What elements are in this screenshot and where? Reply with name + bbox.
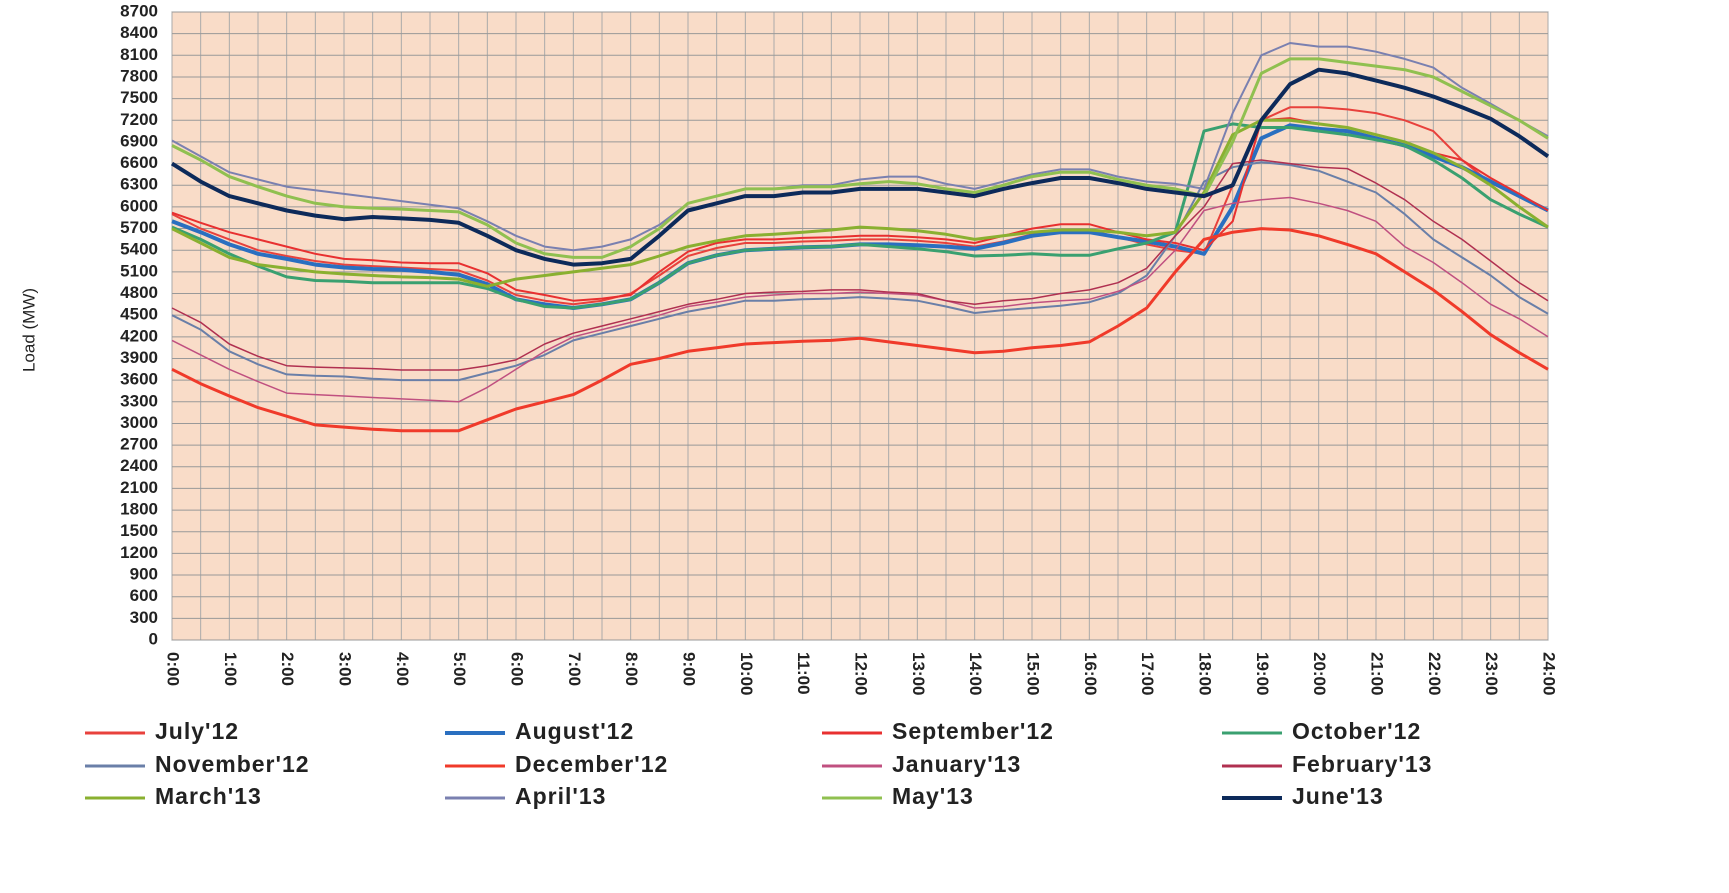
series-line	[171, 122, 1549, 310]
x-tick-label: 1:00	[221, 652, 240, 686]
series-line	[171, 42, 1549, 252]
series-line	[171, 106, 1549, 306]
legend-label: December'12	[515, 751, 668, 777]
x-tick-label: 9:00	[680, 652, 699, 686]
x-tick-label: 0:00	[164, 652, 183, 686]
x-tick-label: 3:00	[336, 652, 355, 686]
legend-label: January'13	[892, 751, 1021, 777]
x-tick-label: 15:00	[1024, 652, 1043, 695]
y-tick-label: 4200	[120, 326, 158, 345]
y-tick-label: 900	[130, 565, 158, 584]
x-tick-label: 18:00	[1196, 652, 1215, 695]
x-tick-label: 12:00	[852, 652, 871, 695]
y-tick-label: 5700	[120, 218, 158, 237]
x-tick-label: 7:00	[565, 652, 584, 686]
y-tick-label: 2100	[120, 478, 158, 497]
legend-label: October'12	[1292, 718, 1421, 744]
x-tick-label: 23:00	[1482, 652, 1501, 695]
y-tick-label: 6600	[120, 153, 158, 172]
legend-label: March'13	[155, 783, 262, 809]
series-line	[171, 196, 1549, 403]
x-tick-label: 22:00	[1425, 652, 1444, 695]
x-tick-label: 16:00	[1081, 652, 1100, 695]
y-tick-label: 6300	[120, 175, 158, 194]
y-tick-label: 300	[130, 608, 158, 627]
y-tick-label: 1500	[120, 521, 158, 540]
y-tick-label: 3600	[120, 370, 158, 389]
y-tick-label: 3300	[120, 391, 158, 410]
y-tick-label: 3000	[120, 413, 158, 432]
y-tick-label: 8100	[120, 45, 158, 64]
y-axis-title: Load (MW)	[19, 288, 38, 372]
x-tick-label: 13:00	[909, 652, 928, 695]
legend-label: May'13	[892, 783, 974, 809]
y-tick-label: 2700	[120, 435, 158, 454]
legend-label: June'13	[1292, 783, 1384, 809]
y-tick-label: 2400	[120, 456, 158, 475]
x-tick-label: 14:00	[966, 652, 985, 695]
y-tick-label: 0	[149, 629, 158, 648]
legend-label: August'12	[515, 718, 634, 744]
x-tick-label: 8:00	[622, 652, 641, 686]
x-tick-label: 4:00	[393, 652, 412, 686]
y-tick-label: 600	[130, 586, 158, 605]
y-tick-label: 7500	[120, 88, 158, 107]
x-tick-label: 19:00	[1253, 652, 1272, 695]
x-tick-label: 17:00	[1138, 652, 1157, 695]
y-tick-label: 6000	[120, 196, 158, 215]
x-tick-label: 6:00	[508, 652, 527, 686]
legend-label: September'12	[892, 718, 1054, 744]
legend-label: July'12	[155, 718, 239, 744]
y-tick-label: 8400	[120, 23, 158, 42]
y-tick-label: 4500	[120, 305, 158, 324]
y-tick-label: 5400	[120, 240, 158, 259]
x-tick-label: 20:00	[1310, 652, 1329, 695]
x-tick-label: 10:00	[737, 652, 756, 695]
y-tick-label: 1800	[120, 500, 158, 519]
y-tick-label: 8700	[120, 1, 158, 20]
y-tick-label: 3900	[120, 348, 158, 367]
legend-label: April'13	[515, 783, 606, 809]
series-line	[171, 227, 1549, 433]
y-tick-label: 7200	[120, 110, 158, 129]
y-tick-label: 1200	[120, 543, 158, 562]
series-line	[171, 57, 1549, 259]
y-tick-label: 7800	[120, 66, 158, 85]
y-tick-label: 5100	[120, 261, 158, 280]
y-tick-label: 4800	[120, 283, 158, 302]
x-tick-label: 5:00	[450, 652, 469, 686]
x-tick-label: 21:00	[1368, 652, 1387, 695]
series-line	[170, 67, 1550, 267]
x-tick-label: 2:00	[278, 652, 297, 686]
series-line	[171, 159, 1549, 371]
legend-label: February'13	[1292, 751, 1432, 777]
series-line	[171, 118, 1549, 288]
series-line	[171, 161, 1549, 382]
x-tick-label: 24:00	[1540, 652, 1559, 695]
y-tick-label: 6900	[120, 131, 158, 150]
x-tick-label: 11:00	[794, 652, 813, 695]
legend-label: November'12	[155, 751, 310, 777]
